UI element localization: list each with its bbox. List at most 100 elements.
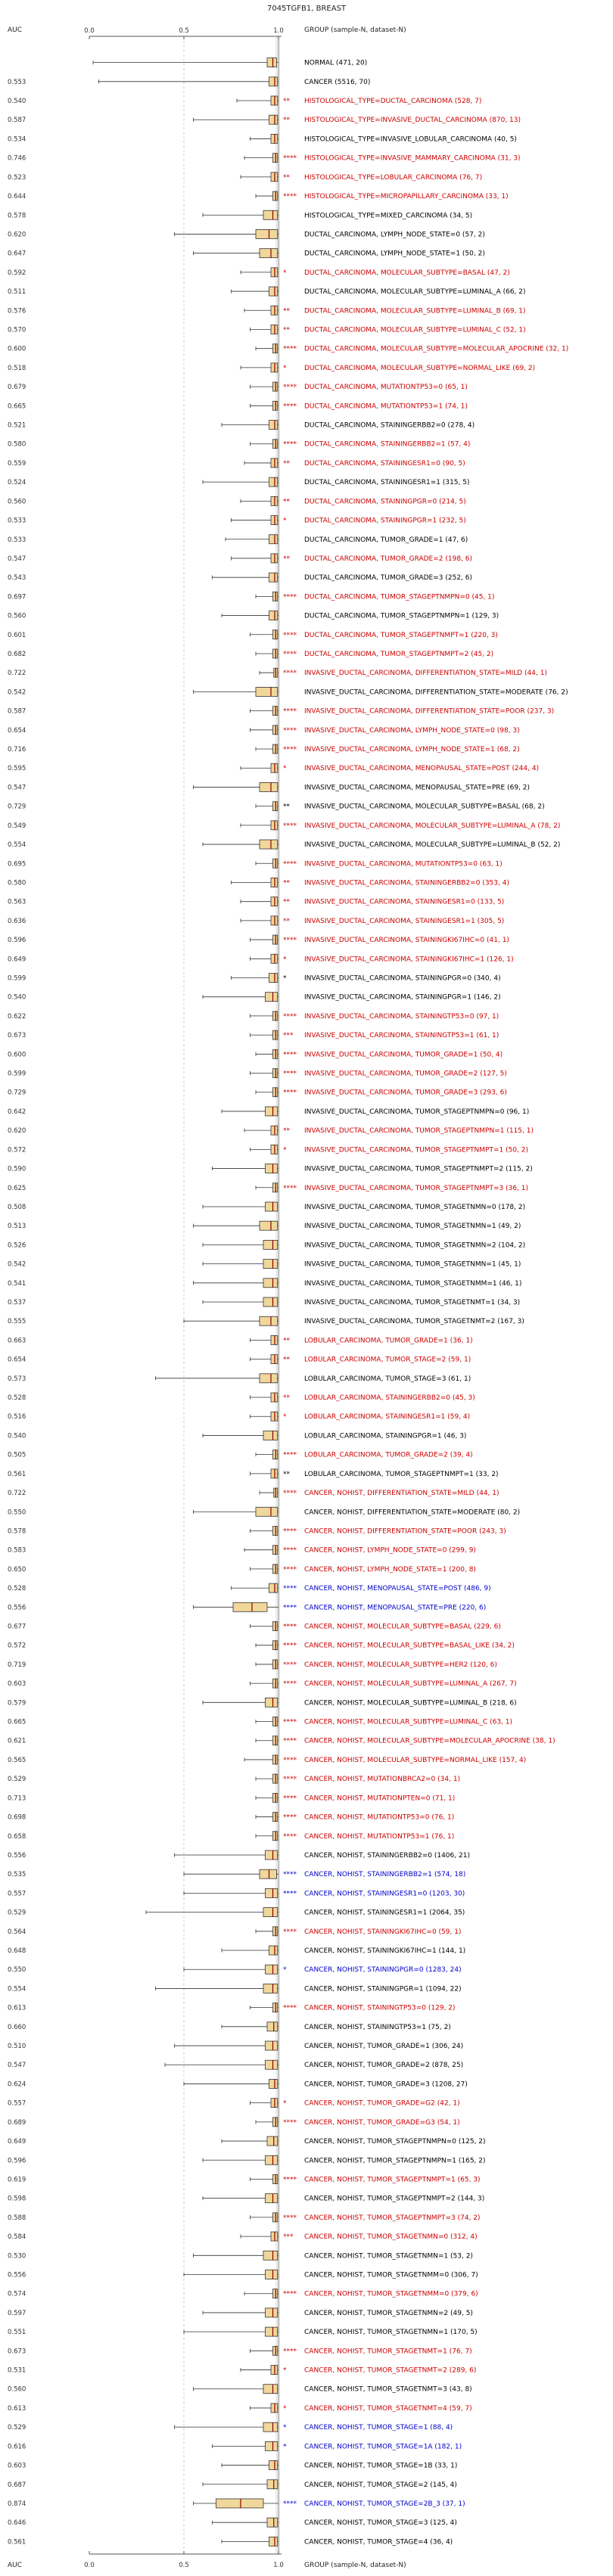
auc-value: 0.679: [8, 384, 26, 391]
box-iqr: [266, 57, 277, 68]
box-row: 0.601 **** DUCTAL_CARCINOMA, TUMOR_STAGEPT…: [8, 629, 498, 640]
significance-stars: **: [283, 307, 291, 315]
significance-stars: *: [283, 2100, 287, 2108]
box-row: 0.540 LOBULAR_CARCINOMA, STAININGPGR=1 (4…: [8, 1431, 466, 1440]
box-row: 0.556 CANCER, NOHIST, TUMOR_STAGETNMM=0 (…: [8, 2270, 478, 2279]
box-row: 0.557 **** CANCER, NOHIST, STAININGESR1=0 …: [8, 1888, 465, 1898]
group-label: INVASIVE_DUCTAL_CARCINOMA, MENOPAUSAL_ST…: [304, 765, 539, 772]
auc-value: 0.556: [8, 2272, 26, 2279]
group-label: CANCER (5516, 70): [304, 79, 370, 86]
box-iqr: [272, 725, 278, 735]
box-iqr: [270, 1125, 278, 1136]
significance-stars: *: [283, 974, 287, 982]
box-row: 0.620 DUCTAL_CARCINOMA, LYMPH_NODE_STATE=…: [8, 229, 485, 239]
box-row: 0.524 DUCTAL_CARCINOMA, STAININGESR1=1 (3…: [8, 477, 470, 487]
significance-stars: **: [283, 117, 291, 124]
box-iqr: [272, 1030, 278, 1040]
box-row: 0.556 CANCER, NOHIST, STAININGERBB2=0 (14…: [8, 1850, 470, 1860]
auc-value: 0.579: [8, 1699, 26, 1707]
box-row: 0.603 CANCER, NOHIST, TUMOR_STAGE=1B (33,…: [8, 2460, 457, 2470]
significance-stars: ****: [283, 2348, 297, 2355]
auc-value: 0.547: [8, 784, 26, 791]
auc-value: 0.596: [8, 2157, 26, 2164]
auc-value: 0.719: [8, 1661, 26, 1669]
auc-value: 0.616: [8, 2443, 26, 2450]
significance-stars: *: [283, 517, 287, 525]
box-row: 0.542 INVASIVE_DUCTAL_CARCINOMA, DIFFEREN…: [8, 687, 568, 697]
box-row: 0.590 INVASIVE_DUCTAL_CARCINOMA, TUMOR_ST…: [8, 1164, 533, 1173]
box-iqr: [270, 458, 278, 468]
significance-stars: ****: [283, 1776, 297, 1783]
box-row: 0.697 **** DUCTAL_CARCINOMA, TUMOR_STAGEPT…: [8, 591, 494, 601]
box-iqr: [270, 95, 278, 106]
box-iqr: [263, 1297, 278, 1307]
auc-value: 0.658: [8, 1833, 26, 1841]
box-iqr: [272, 2003, 278, 2013]
significance-stars: ****: [283, 1089, 297, 1097]
auc-value: 0.574: [8, 2291, 26, 2298]
box-row: 0.556 **** CANCER, NOHIST, MENOPAUSAL_STAT…: [8, 1602, 486, 1612]
box-iqr: [269, 1583, 278, 1593]
auc-value: 0.551: [8, 2329, 26, 2336]
auc-value: 0.598: [8, 2195, 26, 2203]
auc-value: 0.729: [8, 803, 26, 811]
box-iqr: [272, 2289, 278, 2299]
group-label: CANCER, NOHIST, TUMOR_STAGE=1 (88, 4): [304, 2424, 453, 2432]
group-label: DUCTAL_CARCINOMA, TUMOR_GRADE=2 (198, 6): [304, 555, 472, 563]
group-label: CANCER, NOHIST, STAININGERBB2=1 (574, 18…: [304, 1871, 465, 1878]
group-label: CANCER, NOHIST, TUMOR_STAGETNMT=1 (76, 7…: [304, 2348, 472, 2355]
box-row: 0.505 **** LOBULAR_CARCINOMA, TUMOR_GRADE=…: [8, 1450, 473, 1460]
box-row: 0.534 HISTOLOGICAL_TYPE=INVASIVE_LOBULAR_…: [8, 134, 517, 144]
box-iqr: [270, 172, 278, 182]
box-row: 0.624 CANCER, NOHIST, TUMOR_GRADE=3 (1208…: [8, 2079, 468, 2089]
significance-stars: ****: [283, 670, 297, 677]
group-label: CANCER, NOHIST, TUMOR_STAGEPTNMPT=3 (74,…: [304, 2214, 481, 2222]
group-label: INVASIVE_DUCTAL_CARCINOMA, STAININGPGR=0…: [304, 974, 501, 982]
box-iqr: [259, 1316, 278, 1326]
auc-value: 0.599: [8, 1070, 26, 1078]
group-label: HISTOLOGICAL_TYPE=MIXED_CARCINOMA (34, 5…: [304, 212, 472, 219]
box-row: 0.596 CANCER, NOHIST, TUMOR_STAGEPTNMPN=1…: [8, 2155, 486, 2165]
box-iqr: [265, 1201, 278, 1212]
group-label: CANCER, NOHIST, TUMOR_STAGETNMT=2 (289, …: [304, 2367, 476, 2375]
box-iqr: [269, 611, 278, 620]
significance-stars: ****: [283, 746, 297, 754]
significance-stars: ****: [283, 651, 297, 658]
significance-stars: **: [283, 879, 291, 887]
box-row: 0.719 **** CANCER, NOHIST, MOLECULAR_SUBTY…: [8, 1659, 497, 1670]
box-iqr: [259, 248, 278, 259]
significance-stars: ****: [283, 708, 297, 716]
group-label: CANCER, NOHIST, STAININGPGR=0 (1283, 24): [304, 1966, 462, 1974]
box-row: 0.541 INVASIVE_DUCTAL_CARCINOMA, TUMOR_ST…: [8, 1278, 521, 1288]
significance-stars: ****: [283, 1185, 297, 1192]
box-row: 0.529 * CANCER, NOHIST, TUMOR_STAGE=1 (88,…: [8, 2422, 453, 2432]
auc-value: 0.578: [8, 212, 26, 219]
box-row: 0.625 **** INVASIVE_DUCTAL_CARCINOMA, TUMO…: [8, 1182, 528, 1193]
group-label: CANCER, NOHIST, TUMOR_GRADE=G3 (54, 1): [304, 2119, 460, 2127]
box-row: 0.563 ** INVASIVE_DUCTAL_CARCINOMA, STAINI…: [8, 896, 504, 907]
box-iqr: [265, 2307, 278, 2318]
box-row: 0.599 **** INVASIVE_DUCTAL_CARCINOMA, TUMO…: [8, 1068, 507, 1078]
auc-value: 0.695: [8, 860, 26, 868]
group-label: HISTOLOGICAL_TYPE=LOBULAR_CARCINOMA (76,…: [304, 174, 482, 182]
significance-stars: ****: [283, 1719, 297, 1726]
group-label: CANCER, NOHIST, DIFFERENTIATION_STATE=MO…: [304, 1509, 520, 1516]
group-label: CANCER, NOHIST, STAININGTP53=0 (129, 2): [304, 2005, 456, 2012]
auc-value: 0.580: [8, 879, 26, 887]
auc-value: 0.528: [8, 1394, 26, 1402]
box-row: 0.523 ** HISTOLOGICAL_TYPE=LOBULAR_CARCINO…: [8, 172, 482, 182]
box-iqr: [265, 2441, 278, 2451]
auc-value: 0.677: [8, 1624, 26, 1631]
box-iqr: [272, 343, 278, 354]
auc-value: 0.636: [8, 918, 26, 925]
group-label: INVASIVE_DUCTAL_CARCINOMA, DIFFERENTIATI…: [304, 708, 554, 716]
significance-stars: ****: [283, 860, 297, 868]
box-iqr: [265, 1697, 278, 1707]
auc-value: 0.689: [8, 2119, 26, 2127]
box-row: 0.654 **** INVASIVE_DUCTAL_CARCINOMA, LYMP…: [8, 725, 520, 735]
box-row: 0.677 **** CANCER, NOHIST, MOLECULAR_SUBTY…: [8, 1621, 501, 1631]
group-label: CANCER, NOHIST, MUTATIONTP53=1 (76, 1): [304, 1833, 454, 1841]
significance-stars: ****: [283, 1527, 297, 1535]
box-iqr: [265, 1106, 278, 1117]
group-label: CANCER, NOHIST, MOLECULAR_SUBTYPE=LUMINA…: [304, 1680, 517, 1688]
